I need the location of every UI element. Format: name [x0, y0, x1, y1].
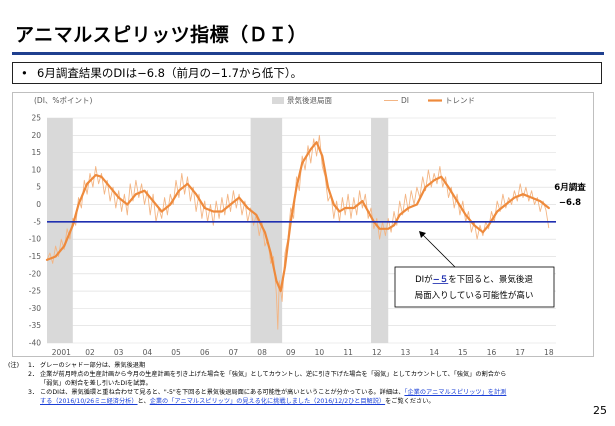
footnote-text-part: 企業が前月時点の生産計画から今月の生産計画を引き上げた場合を「強気」としてカウン… [40, 371, 507, 378]
page-title: アニマルスピリッツ指標（ＤＩ） [15, 24, 308, 46]
latest-period-label: 6月調査 [554, 182, 586, 193]
recession-band-2 [371, 118, 389, 343]
footnote-number: 3． [28, 389, 39, 396]
callout-line-0: DIが−５を下回ると、景気後退 [415, 274, 533, 285]
footnote-text: 企業が前月時点の生産計画から今月の生産計画を引き上げた場合を「強気」としてカウン… [40, 370, 608, 379]
callout-text-part: −５ [433, 274, 449, 285]
footnote-number: 2． [28, 371, 39, 378]
x-tick-label: 05 [171, 348, 181, 357]
footnote-text-part: をご覧ください。 [385, 398, 435, 405]
footnote-label [8, 379, 28, 388]
legend-recession-swatch [272, 97, 284, 104]
y-tick-label: 0 [36, 200, 41, 209]
x-tick-label: 07 [229, 348, 239, 357]
page-number: 25 [593, 404, 607, 417]
y-tick-label: -25 [29, 287, 41, 296]
footnote-text-part: 「弱気」の割合を差し引いたDIを試算。 [40, 380, 152, 387]
footnote-label [8, 370, 28, 379]
y-axis-label: (DI、%ポイント) [34, 96, 93, 105]
footnote-label [8, 388, 28, 397]
footnote-label [8, 397, 28, 406]
latest-value-label: −6.8 [559, 198, 581, 208]
footnotes: (注) 1． グレーのシャドー部分は、景気後退期 2． 企業が前月時点の生産計画から今月… [8, 361, 608, 406]
x-tick-label: 04 [143, 348, 153, 357]
y-tick-label: -35 [29, 321, 41, 330]
x-tick-label: 09 [286, 348, 296, 357]
footnote-number [28, 397, 40, 406]
x-tick-label: 2001 [52, 348, 71, 357]
legend-recession-label: 景気後退局面 [287, 95, 332, 105]
footnote-row: 2． 企業が前月時点の生産計画から今月の生産計画を引き上げた場合を「強気」としてカ… [8, 370, 608, 379]
footnote-link[interactable]: する（2016/10/26ミニ経済分析） [40, 398, 138, 405]
footnote-text-part: グレーのシャドー部分は、景気後退期 [40, 362, 146, 369]
y-tick-label: 10 [31, 165, 41, 174]
x-tick-label: 02 [85, 348, 95, 357]
title-underline [12, 52, 604, 55]
footnote-text: このDIは、景気循環と重ね合わせて見ると、"-5"を下回ると景気後退局面にある可… [40, 388, 608, 397]
x-tick-label: 16 [487, 348, 497, 357]
x-tick-label: 12 [372, 348, 382, 357]
callout-text-part: 局面入りしている可能性が高い [415, 290, 534, 301]
callout-text-part: DIが [415, 274, 433, 285]
y-tick-label: 15 [31, 148, 41, 157]
legend-trend-label: トレンド [445, 96, 475, 105]
callout-text-part: を下回ると、景気後退 [448, 274, 533, 285]
x-tick-label: 17 [515, 348, 525, 357]
x-tick-label: 03 [114, 348, 124, 357]
y-tick-label: -10 [29, 235, 41, 244]
chart-frame [12, 92, 594, 357]
y-tick-label: -20 [29, 269, 41, 278]
x-tick-label: 13 [401, 348, 411, 357]
series-trend-line [45, 141, 550, 293]
footnote-number [28, 379, 40, 388]
y-tick-label: -5 [34, 217, 42, 226]
x-tick-label: 14 [429, 348, 439, 357]
footnote-text: する（2016/10/26ミニ経済分析）と、企業の「アニマルスピリッツ」の見える… [40, 397, 608, 406]
y-tick-label: -15 [29, 252, 41, 261]
footnote-link[interactable]: 企業の「アニマルスピリッツ」の見える化に挑戦しました（2016/12/2ひと目解… [149, 398, 386, 405]
bullet-icon: • [21, 66, 28, 80]
footnote-label: (注) [8, 362, 20, 369]
y-tick-label: -40 [29, 339, 41, 348]
footnote-number: 1． [28, 362, 39, 369]
callout-arrow-line [421, 233, 456, 268]
callout-line-1: 局面入りしている可能性が高い [415, 290, 534, 301]
footnote-row: する（2016/10/26ミニ経済分析）と、企業の「アニマルスピリッツ」の見える… [8, 397, 608, 406]
footnote-link[interactable]: 「企業のアニマルスピリッツ」を計測 [404, 389, 507, 396]
x-tick-label: 18 [544, 348, 554, 357]
footnote-row: 3． このDIは、景気循環と重ね合わせて見ると、"-5"を下回ると景気後退局面にあ… [8, 388, 608, 397]
footnote-row: (注) 1． グレーのシャドー部分は、景気後退期 [8, 361, 608, 370]
recession-band-0 [47, 118, 73, 343]
y-tick-label: 25 [31, 114, 41, 123]
summary-box: • 6月調査結果のDIは−6.8（前月の−1.7から低下）。 [12, 62, 602, 84]
footnote-text-part: と、 [137, 398, 150, 405]
callout-arrow-head [419, 231, 426, 238]
callout-box [394, 266, 555, 308]
footnote-text: グレーのシャドー部分は、景気後退期 [40, 361, 608, 370]
footnote-text: 「弱気」の割合を差し引いたDIを試算。 [40, 379, 608, 388]
y-tick-label: 5 [36, 183, 41, 192]
di-chart: 25 20 15 10 5 0 -5 -10 -15 -20 -25 -30 -35 -40 2001 02 0… [29, 95, 586, 357]
footnote-row: 「弱気」の割合を差し引いたDIを試算。 [8, 379, 608, 388]
x-tick-label: 08 [257, 348, 267, 357]
footnote-text-part: このDIは、景気循環と重ね合わせて見ると、"-5"を下回ると景気後退局面にある可… [40, 389, 405, 396]
x-tick-label: 06 [200, 348, 210, 357]
legend-di-label: DI [401, 96, 409, 105]
y-tick-label: 20 [31, 131, 41, 140]
y-tick-label: -30 [29, 304, 41, 313]
x-tick-label: 15 [458, 348, 468, 357]
summary-text: 6月調査結果のDIは−6.8（前月の−1.7から低下）。 [37, 66, 303, 80]
x-tick-label: 10 [315, 348, 325, 357]
x-tick-label: 11 [343, 348, 353, 357]
